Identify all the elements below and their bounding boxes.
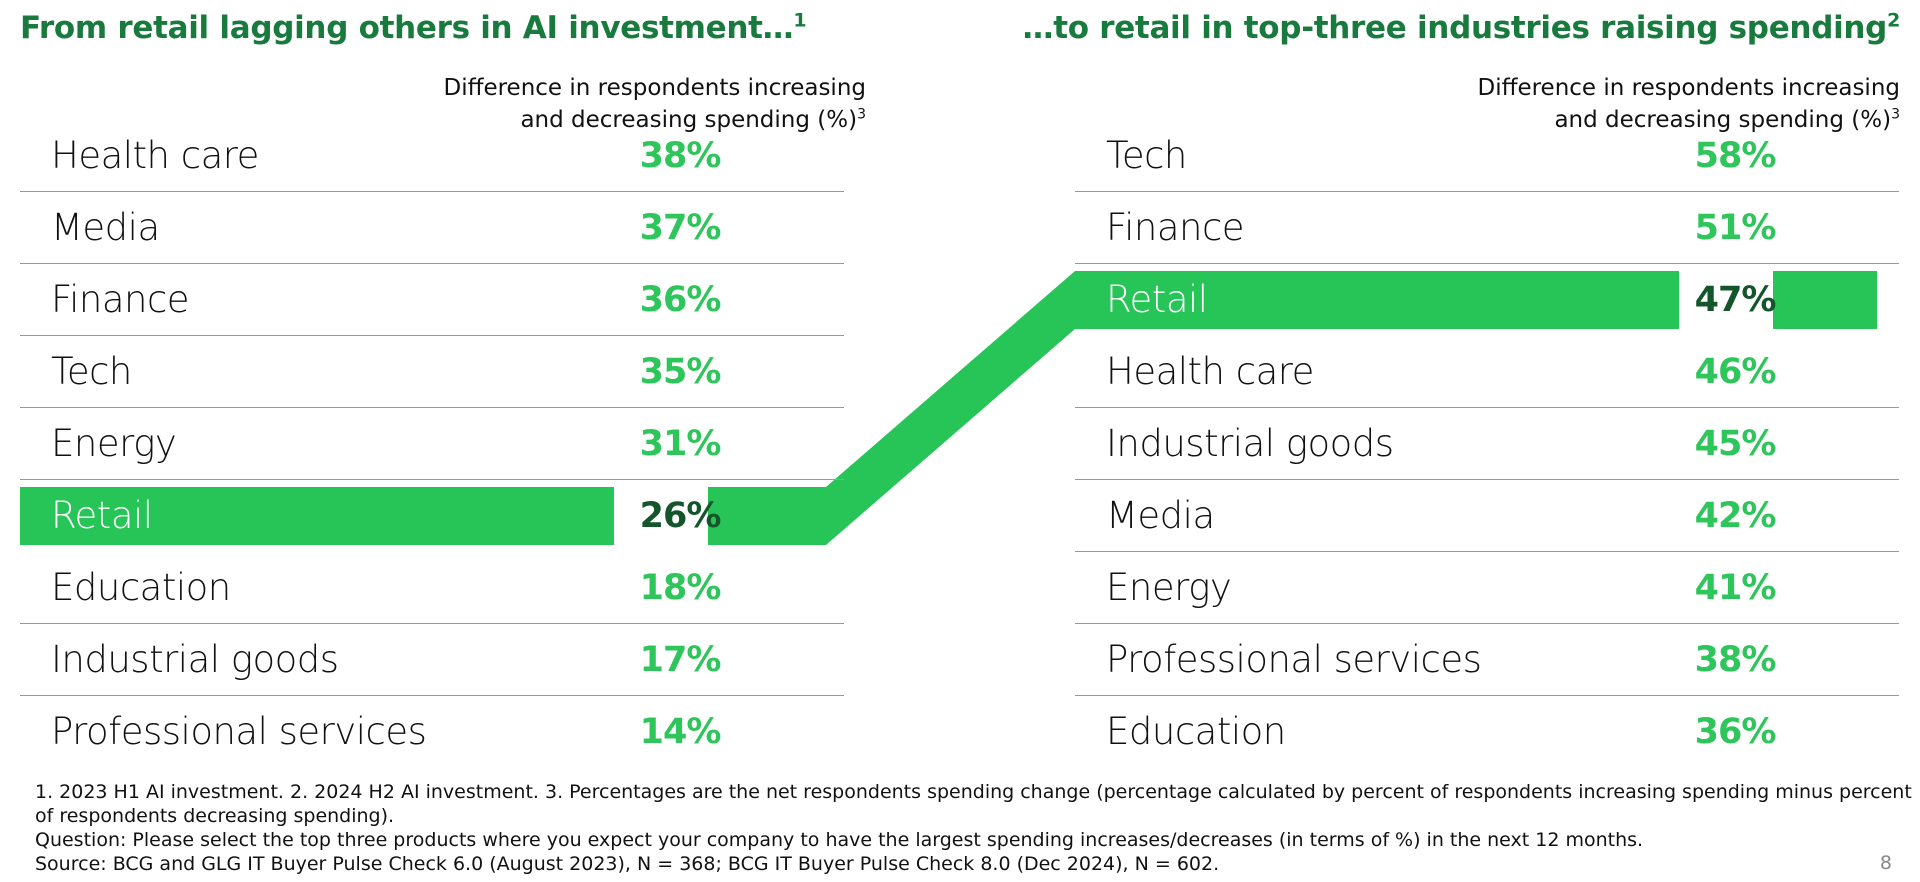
left-row-finance: Finance 36% bbox=[20, 264, 844, 336]
value-label: 35% bbox=[639, 352, 722, 392]
right-row-energy: Energy 41% bbox=[1075, 552, 1899, 624]
value-label: 31% bbox=[639, 424, 722, 464]
footnote-line-2: of respondents decreasing spending). bbox=[35, 805, 395, 827]
value-label: 47% bbox=[1694, 280, 1777, 320]
value-label: 58% bbox=[1694, 136, 1777, 176]
right-highlight-bar bbox=[1075, 271, 1679, 329]
right-row-media: Media 42% bbox=[1075, 480, 1899, 552]
value-label: 26% bbox=[639, 496, 722, 536]
category-label: Tech bbox=[1106, 134, 1187, 177]
value-label: 41% bbox=[1694, 568, 1777, 608]
highlight-diagonal bbox=[708, 271, 1075, 545]
category-label: Professional services bbox=[1106, 638, 1482, 681]
value-label: 37% bbox=[639, 208, 722, 248]
category-label: Energy bbox=[51, 422, 177, 465]
page-number: 8 bbox=[1879, 852, 1892, 874]
right-value-header: Difference in respondents increasing and… bbox=[1477, 75, 1901, 133]
left-row-industrial-goods: Industrial goods 17% bbox=[20, 624, 844, 696]
footnote-line-1: 1. 2023 H1 AI investment. 2. 2024 H2 AI … bbox=[35, 781, 1912, 803]
category-label: Education bbox=[1106, 710, 1286, 753]
right-ranking-table: Tech 58% Finance 51% Retail 47% Health care 46%… bbox=[1075, 120, 1899, 768]
question-note: Question: Please select the top three pr… bbox=[35, 829, 1644, 851]
category-label: Retail bbox=[51, 494, 153, 537]
right-row-health-care: Health care 46% bbox=[1075, 336, 1899, 408]
value-label: 18% bbox=[639, 568, 722, 608]
left-row-professional-services: Professional services 14% bbox=[20, 696, 844, 768]
left-row-tech: Tech 35% bbox=[20, 336, 844, 408]
left-highlight-bar bbox=[20, 487, 614, 545]
category-label: Education bbox=[51, 566, 231, 609]
right-highlight-tail bbox=[1773, 271, 1877, 329]
value-label: 38% bbox=[639, 136, 722, 176]
right-row-professional-services: Professional services 38% bbox=[1075, 624, 1899, 696]
category-label: Health care bbox=[1106, 350, 1314, 393]
category-label: Retail bbox=[1106, 278, 1208, 321]
category-label: Finance bbox=[51, 278, 190, 321]
value-label: 36% bbox=[1694, 712, 1777, 752]
value-label: 36% bbox=[639, 280, 722, 320]
left-value-header: Difference in respondents increasing and… bbox=[443, 75, 867, 133]
value-label: 45% bbox=[1694, 424, 1777, 464]
category-label: Media bbox=[51, 206, 160, 249]
left-row-media: Media 37% bbox=[20, 192, 844, 264]
value-label: 46% bbox=[1694, 352, 1777, 392]
value-label: 17% bbox=[639, 640, 722, 680]
category-label: Industrial goods bbox=[51, 638, 339, 681]
category-label: Finance bbox=[1106, 206, 1245, 249]
left-row-retail: Retail 26% bbox=[20, 480, 844, 552]
category-label: Media bbox=[1106, 494, 1215, 537]
right-row-industrial-goods: Industrial goods 45% bbox=[1075, 408, 1899, 480]
category-label: Professional services bbox=[51, 710, 427, 753]
category-label: Health care bbox=[51, 134, 259, 177]
left-row-energy: Energy 31% bbox=[20, 408, 844, 480]
category-label: Industrial goods bbox=[1106, 422, 1394, 465]
left-row-health-care: Health care 38% bbox=[20, 120, 844, 192]
right-row-retail: Retail 47% bbox=[1075, 264, 1899, 336]
right-row-education: Education 36% bbox=[1075, 696, 1899, 768]
value-label: 14% bbox=[639, 712, 722, 752]
value-label: 42% bbox=[1694, 496, 1777, 536]
left-row-education: Education 18% bbox=[20, 552, 844, 624]
left-chart-title: From retail lagging others in AI investm… bbox=[20, 9, 807, 46]
category-label: Energy bbox=[1106, 566, 1232, 609]
category-label: Tech bbox=[51, 350, 132, 393]
right-row-tech: Tech 58% bbox=[1075, 120, 1899, 192]
right-row-finance: Finance 51% bbox=[1075, 192, 1899, 264]
value-label: 38% bbox=[1694, 640, 1777, 680]
left-ranking-table: Health care 38% Media 37% Finance 36% Tech 35% E… bbox=[20, 120, 844, 768]
right-chart-title: …to retail in top-three industries raisi… bbox=[1022, 9, 1901, 46]
value-label: 51% bbox=[1694, 208, 1777, 248]
source-note: Source: BCG and GLG IT Buyer Pulse Check… bbox=[35, 853, 1220, 875]
